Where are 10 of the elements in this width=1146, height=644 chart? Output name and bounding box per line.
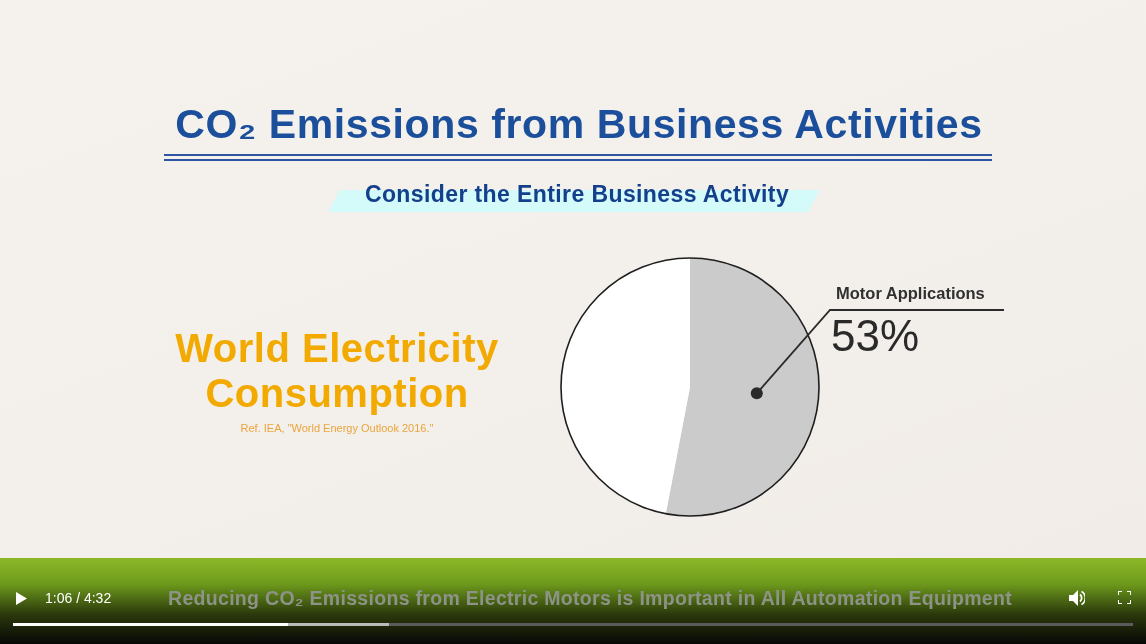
data-label: 53% bbox=[831, 311, 920, 360]
chart-title: CO₂ Emissions from Business Activities bbox=[174, 101, 984, 147]
pie-slice bbox=[665, 258, 819, 516]
slice-label: Motor Applications bbox=[836, 284, 985, 302]
text: World Electricity Consumption bbox=[174, 326, 500, 416]
text: 1:06 / 4:32 bbox=[45, 590, 112, 606]
text: Ref. IEA, "World Energy Outlook 2016." bbox=[239, 422, 435, 434]
text: Reducing CO₂ Emissions from Electric Motors is Important in All Automation Equipment bbox=[167, 587, 1013, 609]
pie-slice bbox=[561, 258, 690, 514]
chart-subtitle: Consider the Entire Business Activity bbox=[363, 181, 791, 207]
